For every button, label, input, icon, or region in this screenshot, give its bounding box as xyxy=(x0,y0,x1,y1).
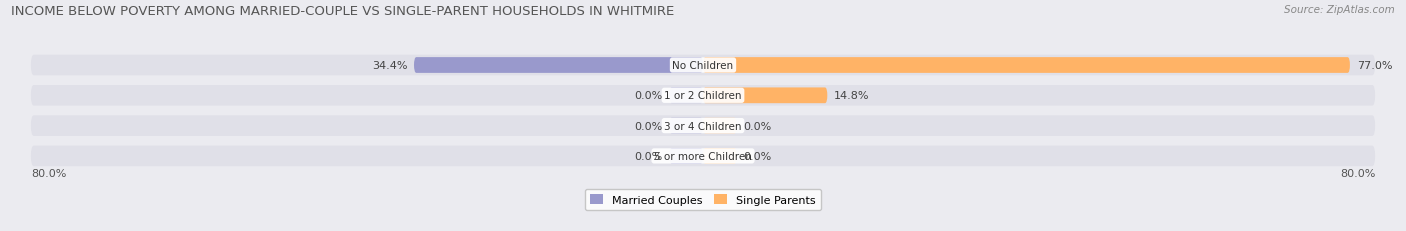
Text: 0.0%: 0.0% xyxy=(744,121,772,131)
Text: 1 or 2 Children: 1 or 2 Children xyxy=(664,91,742,101)
FancyBboxPatch shape xyxy=(669,118,703,134)
Text: 80.0%: 80.0% xyxy=(1340,169,1375,179)
FancyBboxPatch shape xyxy=(669,88,703,104)
FancyBboxPatch shape xyxy=(413,58,703,73)
FancyBboxPatch shape xyxy=(703,118,737,134)
FancyBboxPatch shape xyxy=(669,148,703,164)
FancyBboxPatch shape xyxy=(31,55,1375,76)
Text: 0.0%: 0.0% xyxy=(634,151,662,161)
Text: Source: ZipAtlas.com: Source: ZipAtlas.com xyxy=(1284,5,1395,15)
Text: 0.0%: 0.0% xyxy=(634,121,662,131)
Text: 0.0%: 0.0% xyxy=(634,91,662,101)
Text: INCOME BELOW POVERTY AMONG MARRIED-COUPLE VS SINGLE-PARENT HOUSEHOLDS IN WHITMIR: INCOME BELOW POVERTY AMONG MARRIED-COUPL… xyxy=(11,5,675,18)
Text: 0.0%: 0.0% xyxy=(744,151,772,161)
Text: 5 or more Children: 5 or more Children xyxy=(654,151,752,161)
Text: No Children: No Children xyxy=(672,61,734,71)
Legend: Married Couples, Single Parents: Married Couples, Single Parents xyxy=(585,189,821,210)
FancyBboxPatch shape xyxy=(703,148,737,164)
FancyBboxPatch shape xyxy=(31,146,1375,167)
Text: 34.4%: 34.4% xyxy=(371,61,408,71)
FancyBboxPatch shape xyxy=(703,58,1350,73)
FancyBboxPatch shape xyxy=(703,88,827,104)
FancyBboxPatch shape xyxy=(31,116,1375,136)
Text: 80.0%: 80.0% xyxy=(31,169,66,179)
Text: 3 or 4 Children: 3 or 4 Children xyxy=(664,121,742,131)
FancyBboxPatch shape xyxy=(31,86,1375,106)
Text: 14.8%: 14.8% xyxy=(834,91,869,101)
Text: 77.0%: 77.0% xyxy=(1357,61,1392,71)
